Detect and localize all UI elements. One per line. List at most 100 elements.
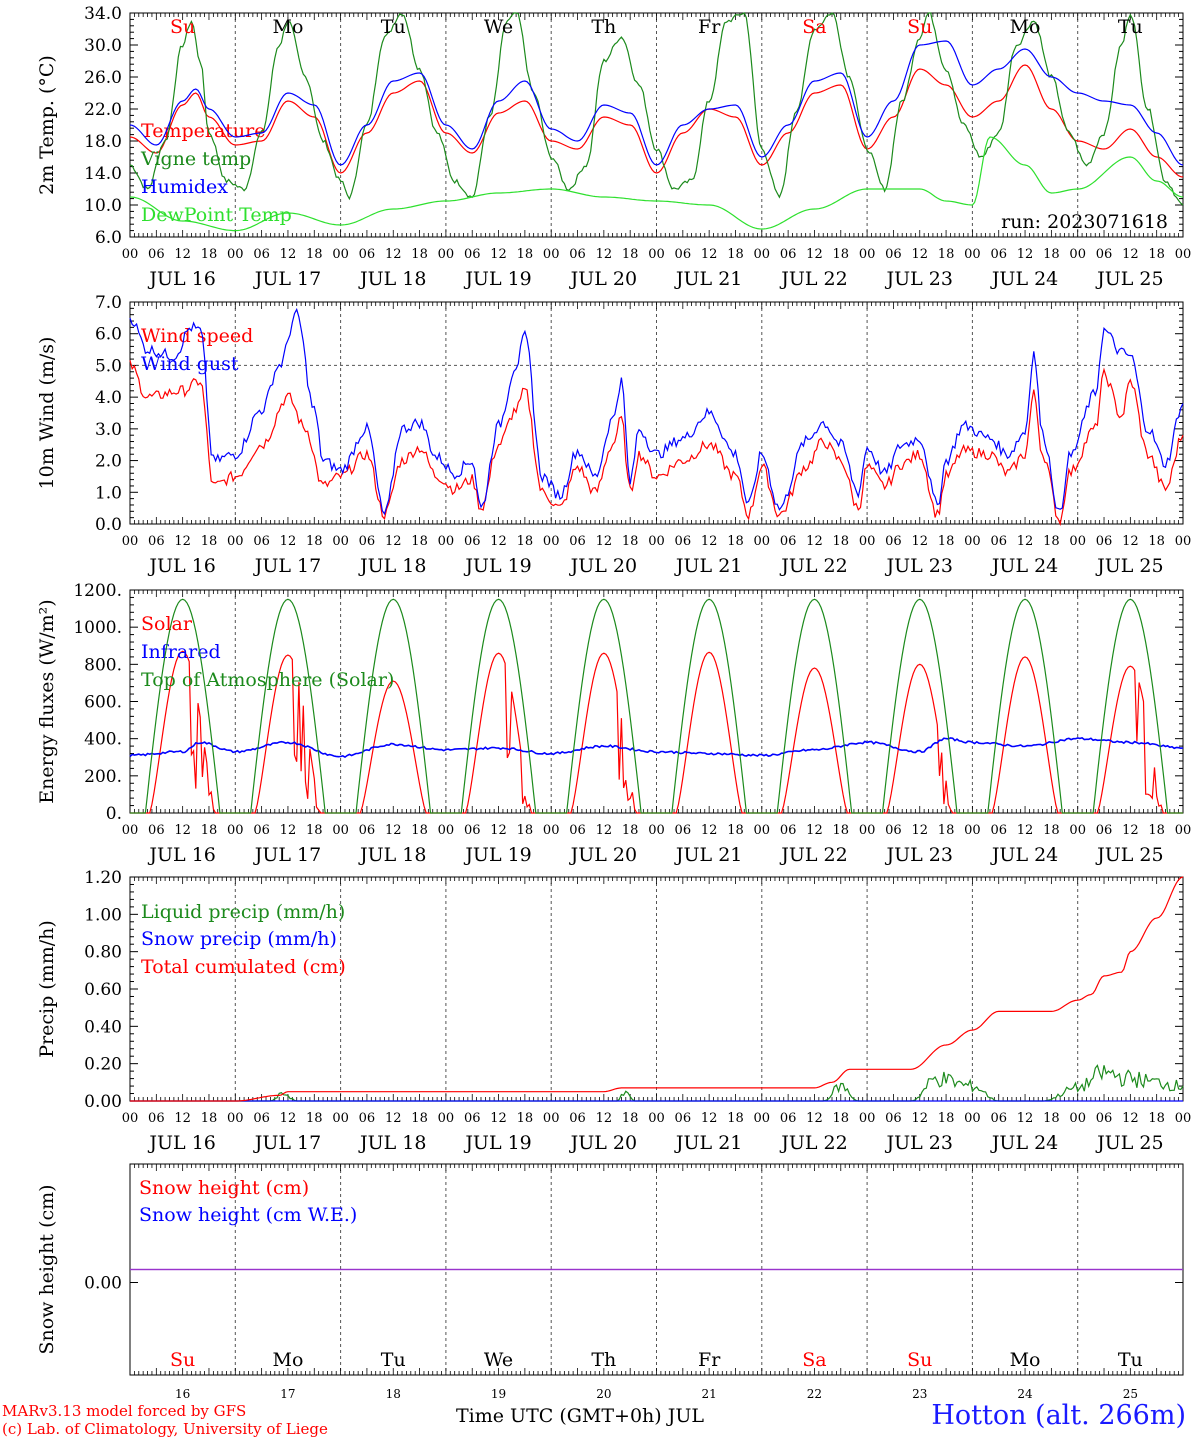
hour-tick-label: 06 (253, 823, 270, 838)
hour-tick-label: 12 (1122, 823, 1139, 838)
series-line-wind-speed (129, 360, 1184, 527)
legend-dewpoint-temp: DewPoint Temp (141, 204, 292, 226)
hour-tick-label: 00 (227, 247, 244, 262)
y-tick-label: 0.60 (84, 980, 122, 1000)
weekday-label: Su (907, 16, 932, 38)
hour-tick-label: 06 (1096, 247, 1113, 262)
weekday-label: Sa (802, 1349, 826, 1371)
day-label: JUL 19 (463, 555, 531, 577)
hour-tick-label: 18 (1043, 247, 1060, 262)
hour-tick-label: 06 (675, 1111, 692, 1126)
hour-tick-label: 12 (806, 534, 823, 549)
hour-tick-label: 12 (280, 1111, 297, 1126)
hour-tick-label: 06 (780, 534, 797, 549)
hour-tick-label: 00 (1069, 1111, 1086, 1126)
day-label: JUL 21 (674, 555, 742, 577)
y-tick-label: 0.0 (95, 515, 122, 535)
hour-tick-label: 06 (569, 823, 586, 838)
legend-vigne-temp: Vigne temp (140, 148, 251, 170)
hour-tick-label: 12 (385, 823, 402, 838)
hour-tick-label: 18 (622, 823, 639, 838)
hour-tick-label: 06 (569, 1111, 586, 1126)
day-label: JUL 21 (674, 1132, 742, 1154)
hour-tick-label: 18 (1148, 247, 1165, 262)
y-tick-label: 0.80 (84, 943, 122, 963)
day-number-label: 19 (491, 1387, 506, 1401)
hour-tick-label: 18 (306, 823, 323, 838)
hour-tick-label: 18 (411, 534, 428, 549)
hour-tick-label: 06 (990, 534, 1007, 549)
y-tick-label: 34.0 (84, 4, 122, 24)
hour-tick-label: 18 (306, 534, 323, 549)
plot-frame (129, 589, 1184, 814)
hour-tick-label: 00 (964, 1111, 981, 1126)
hour-tick-label: 12 (174, 823, 191, 838)
hour-tick-label: 00 (438, 247, 455, 262)
y-tick-label: 7.0 (95, 293, 122, 313)
hour-tick-label: 06 (253, 247, 270, 262)
hour-tick-label: 06 (359, 247, 376, 262)
hour-tick-label: 00 (122, 247, 139, 262)
hour-tick-label: 06 (148, 1111, 165, 1126)
weekday-label: Mo (1010, 16, 1041, 38)
hour-tick-label: 12 (911, 823, 928, 838)
weekday-label: Th (591, 1349, 616, 1371)
hour-tick-label: 18 (833, 534, 850, 549)
day-label: JUL 18 (358, 1132, 426, 1154)
series-line-infrared (129, 737, 1184, 759)
hour-tick-label: 18 (727, 1111, 744, 1126)
y-tick-label: 1.0 (95, 483, 122, 503)
hour-tick-label: 00 (648, 247, 665, 262)
hour-tick-label: 18 (517, 1111, 534, 1126)
hour-tick-label: 00 (754, 823, 771, 838)
hour-tick-label: 06 (148, 247, 165, 262)
legend-temperature: Temperature (141, 120, 265, 142)
hour-tick-label: 06 (464, 823, 481, 838)
hour-tick-label: 00 (227, 534, 244, 549)
day-label: JUL 24 (990, 1132, 1058, 1154)
hour-tick-label: 06 (675, 247, 692, 262)
hour-tick-label: 18 (622, 1111, 639, 1126)
hour-tick-label: 18 (1043, 823, 1060, 838)
hour-tick-label: 12 (385, 247, 402, 262)
hour-tick-label: 00 (1069, 823, 1086, 838)
hour-tick-label: 00 (438, 1111, 455, 1126)
hour-tick-label: 18 (938, 534, 955, 549)
day-label: JUL 16 (147, 844, 215, 866)
hour-tick-label: 18 (517, 823, 534, 838)
hour-tick-label: 18 (201, 247, 218, 262)
hour-tick-label: 18 (1043, 1111, 1060, 1126)
hour-tick-label: 12 (385, 1111, 402, 1126)
series-line-total-cumulated-cm- (130, 876, 1184, 1102)
hour-tick-label: 06 (569, 534, 586, 549)
y-tick-label: 10.0 (84, 196, 122, 216)
hour-tick-label: 18 (938, 823, 955, 838)
day-label: JUL 16 (147, 555, 215, 577)
hour-tick-label: 06 (464, 534, 481, 549)
day-label: JUL 20 (569, 555, 637, 577)
hour-tick-label: 06 (675, 823, 692, 838)
day-number-label: 18 (386, 1387, 401, 1401)
hour-tick-label: 06 (464, 1111, 481, 1126)
hour-tick-label: 18 (727, 823, 744, 838)
y-tick-label: 30.0 (84, 36, 122, 56)
day-label: JUL 16 (147, 268, 215, 290)
hour-tick-label: 12 (806, 823, 823, 838)
hour-tick-label: 12 (911, 534, 928, 549)
hour-tick-label: 00 (122, 1111, 139, 1126)
hour-tick-label: 12 (596, 1111, 613, 1126)
legend-liquid-precip-mm-h-: Liquid precip (mm/h) (141, 901, 345, 923)
day-label: JUL 17 (253, 1132, 321, 1154)
chart-panel-2: 0.0 1.0 2.0 3.0 4.0 5.0 6.0 7.0 10m Wind (m/s) Wi… (36, 293, 1191, 577)
day-label: JUL 20 (569, 1132, 637, 1154)
hour-tick-label: 06 (990, 1111, 1007, 1126)
hour-tick-label: 12 (1017, 823, 1034, 838)
hour-tick-label: 18 (411, 823, 428, 838)
hour-tick-label: 00 (1175, 247, 1192, 262)
y-tick-label: 400. (84, 730, 122, 750)
hour-tick-label: 12 (596, 247, 613, 262)
legend-snow-height-cm-: Snow height (cm) (139, 1177, 309, 1199)
hour-tick-label: 12 (1017, 534, 1034, 549)
hour-tick-label: 00 (964, 534, 981, 549)
hour-tick-label: 18 (306, 1111, 323, 1126)
